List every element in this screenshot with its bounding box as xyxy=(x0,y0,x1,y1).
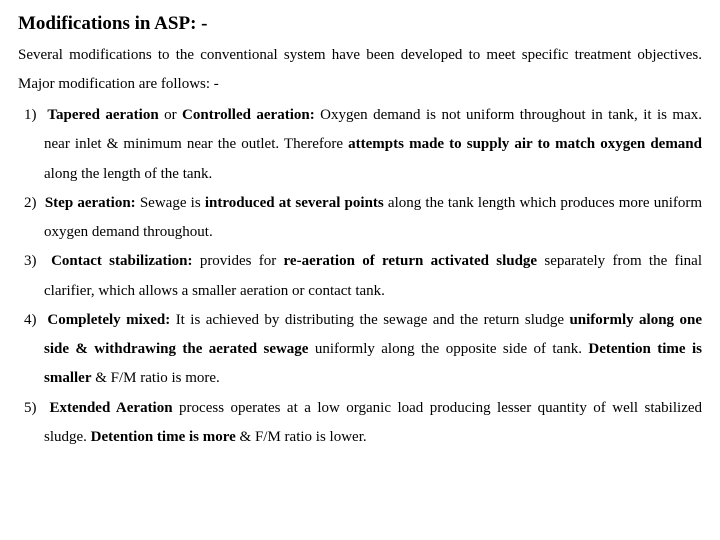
item-number: 4) xyxy=(24,312,37,328)
item-bold: Contact stabilization: xyxy=(51,253,192,269)
list-item: 1) Tapered aeration or Controlled aerati… xyxy=(18,101,702,189)
item-text: It is achieved by distributing the sewag… xyxy=(170,312,569,328)
intro-paragraph: Several modifications to the conventiona… xyxy=(18,41,702,100)
item-number: 3) xyxy=(24,253,37,269)
item-text: uniformly along the opposite side of tan… xyxy=(308,341,588,357)
item-bold: Detention time is more xyxy=(91,429,236,445)
item-bold: attempts made to supply air to match oxy… xyxy=(348,136,702,152)
item-bold: introduced at several points xyxy=(205,195,384,211)
item-text: along the length of the tank. xyxy=(44,166,212,182)
item-number: 1) xyxy=(24,107,37,123)
list-item: 2) Step aeration: Sewage is introduced a… xyxy=(18,189,702,248)
item-text: provides for xyxy=(193,253,284,269)
item-bold: Extended Aeration xyxy=(49,400,172,416)
item-bold: re-aeration of return activated sludge xyxy=(284,253,538,269)
item-bold: Step aeration: xyxy=(45,195,136,211)
list-item: 3) Contact stabilization: provides for r… xyxy=(18,247,702,306)
item-text: & F/M ratio is lower. xyxy=(236,429,367,445)
item-bold: Controlled aeration: xyxy=(182,107,315,123)
item-number: 2) xyxy=(24,195,37,211)
item-text: or xyxy=(159,107,182,123)
item-text: Sewage is xyxy=(136,195,205,211)
list-item: 5) Extended Aeration process operates at… xyxy=(18,394,702,453)
page-title: Modifications in ASP: - xyxy=(18,12,702,37)
list-item: 4) Completely mixed: It is achieved by d… xyxy=(18,306,702,394)
item-bold: Tapered aeration xyxy=(47,107,158,123)
item-bold: Completely mixed: xyxy=(47,312,170,328)
item-text: & F/M ratio is more. xyxy=(91,370,219,386)
item-number: 5) xyxy=(24,400,37,416)
